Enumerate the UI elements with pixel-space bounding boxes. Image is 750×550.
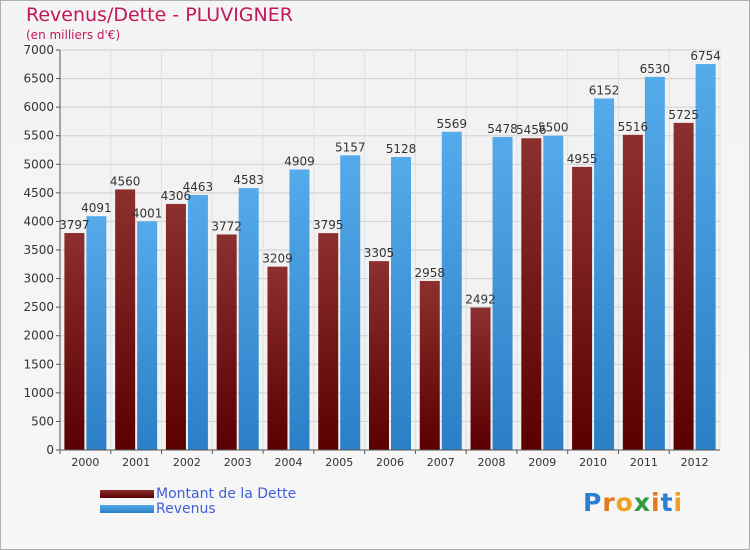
data-label-debt: 5456 bbox=[516, 123, 547, 137]
data-label-debt: 2492 bbox=[465, 293, 496, 307]
logo-letter: t bbox=[660, 488, 674, 517]
data-label-debt: 5516 bbox=[618, 120, 649, 134]
bar-revenus bbox=[492, 136, 513, 450]
data-label-revenus: 5478 bbox=[487, 122, 518, 136]
data-label-debt: 4560 bbox=[110, 174, 141, 188]
y-tick-label: 3500 bbox=[23, 243, 54, 257]
bar-debt bbox=[318, 233, 339, 450]
x-tick-label: 2001 bbox=[122, 456, 150, 469]
data-label-debt: 3209 bbox=[262, 252, 293, 266]
data-label-debt: 5725 bbox=[668, 108, 699, 122]
legend-swatch-debt bbox=[100, 489, 154, 498]
chart-title: Revenus/Dette - PLUVIGNER bbox=[26, 4, 293, 26]
logo-letter: i bbox=[651, 488, 661, 517]
data-label-revenus: 6754 bbox=[690, 49, 721, 63]
x-tick-label: 2002 bbox=[173, 456, 201, 469]
x-tick-label: 2004 bbox=[274, 456, 302, 469]
bar-debt bbox=[165, 203, 186, 450]
data-label-revenus: 4001 bbox=[132, 206, 163, 220]
y-tick-label: 5000 bbox=[23, 157, 54, 171]
bar-revenus bbox=[86, 216, 107, 450]
bar-revenus bbox=[594, 98, 615, 450]
bar-debt bbox=[470, 307, 491, 450]
data-label-revenus: 6152 bbox=[589, 83, 620, 97]
data-label-debt: 2958 bbox=[414, 266, 445, 280]
bar-debt bbox=[419, 280, 440, 450]
logo-letter: x bbox=[633, 488, 651, 517]
bar-debt bbox=[64, 233, 85, 450]
legend-label-revenus: Revenus bbox=[156, 500, 216, 517]
y-tick-label: 6500 bbox=[23, 72, 54, 86]
x-tick-label: 2007 bbox=[427, 456, 455, 469]
bar-revenus bbox=[137, 221, 158, 450]
y-tick-label: 2500 bbox=[23, 300, 54, 314]
legend-item-revenus: Revenus bbox=[100, 500, 296, 517]
data-label-debt: 3772 bbox=[211, 219, 242, 233]
data-label-revenus: 4091 bbox=[81, 201, 112, 215]
x-tick-label: 2008 bbox=[478, 456, 506, 469]
bar-revenus bbox=[187, 194, 208, 450]
chart-subtitle: (en milliers d'€) bbox=[26, 28, 121, 42]
y-tick-label: 3000 bbox=[23, 272, 54, 286]
bar-debt bbox=[115, 189, 136, 450]
bar-debt bbox=[622, 134, 643, 451]
logo-letter: r bbox=[602, 488, 616, 517]
bar-revenus bbox=[340, 155, 361, 451]
x-tick-label: 2009 bbox=[528, 456, 556, 469]
x-tick-label: 2000 bbox=[71, 456, 99, 469]
bar-debt bbox=[369, 261, 389, 450]
bar-debt bbox=[267, 266, 288, 450]
data-label-revenus: 4909 bbox=[284, 154, 315, 168]
x-tick-label: 2012 bbox=[681, 456, 709, 469]
y-tick-label: 4000 bbox=[23, 214, 54, 228]
y-tick-label: 4500 bbox=[23, 186, 54, 200]
data-label-revenus: 5500 bbox=[538, 121, 569, 135]
proxiti-logo: Proxiti bbox=[583, 488, 683, 517]
data-label-debt: 3305 bbox=[364, 246, 395, 260]
y-tick-label: 2000 bbox=[23, 329, 54, 343]
bar-debt bbox=[216, 234, 237, 450]
bar-revenus bbox=[543, 135, 564, 450]
bar-debt bbox=[521, 138, 542, 450]
y-tick-label: 0 bbox=[46, 443, 54, 457]
data-label-revenus: 5157 bbox=[335, 140, 366, 154]
data-label-debt: 3795 bbox=[313, 218, 344, 232]
data-label-revenus: 5569 bbox=[436, 117, 467, 131]
bar-revenus bbox=[238, 188, 259, 450]
data-label-revenus: 6530 bbox=[640, 62, 671, 76]
x-tick-label: 2010 bbox=[579, 456, 607, 469]
data-label-revenus: 4583 bbox=[233, 173, 264, 187]
legend: Montant de la Dette Revenus bbox=[100, 485, 297, 517]
data-label-debt: 4955 bbox=[567, 152, 598, 166]
x-tick-label: 2011 bbox=[630, 456, 658, 469]
x-tick-label: 2003 bbox=[224, 456, 252, 469]
y-tick-label: 5500 bbox=[23, 129, 54, 143]
bar-debt bbox=[572, 166, 593, 450]
logo-letter: o bbox=[615, 488, 634, 517]
bar-revenus bbox=[644, 76, 665, 450]
logo-letter: P bbox=[583, 488, 603, 517]
data-label-revenus: 4463 bbox=[183, 180, 214, 194]
data-label-debt: 4306 bbox=[161, 189, 192, 203]
y-tick-label: 500 bbox=[31, 414, 54, 428]
legend-label-debt: Montant de la Dette bbox=[156, 485, 297, 502]
y-tick-label: 1500 bbox=[23, 357, 54, 371]
bar-revenus bbox=[391, 156, 411, 450]
y-tick-label: 7000 bbox=[23, 43, 54, 57]
bar-revenus bbox=[441, 131, 462, 450]
bar-revenus bbox=[289, 169, 310, 450]
legend-item-debt: Montant de la Dette bbox=[100, 485, 297, 502]
legend-swatch-revenus bbox=[100, 504, 154, 513]
bar-debt bbox=[673, 122, 694, 450]
x-tick-label: 2005 bbox=[325, 456, 353, 469]
data-label-debt: 3797 bbox=[59, 218, 90, 232]
logo-letter: i bbox=[673, 488, 684, 517]
bar-revenus bbox=[695, 64, 716, 451]
y-tick-label: 6000 bbox=[23, 100, 54, 114]
y-tick-label: 1000 bbox=[23, 386, 54, 400]
x-tick-label: 2006 bbox=[376, 456, 404, 469]
data-label-revenus: 5128 bbox=[386, 142, 417, 156]
